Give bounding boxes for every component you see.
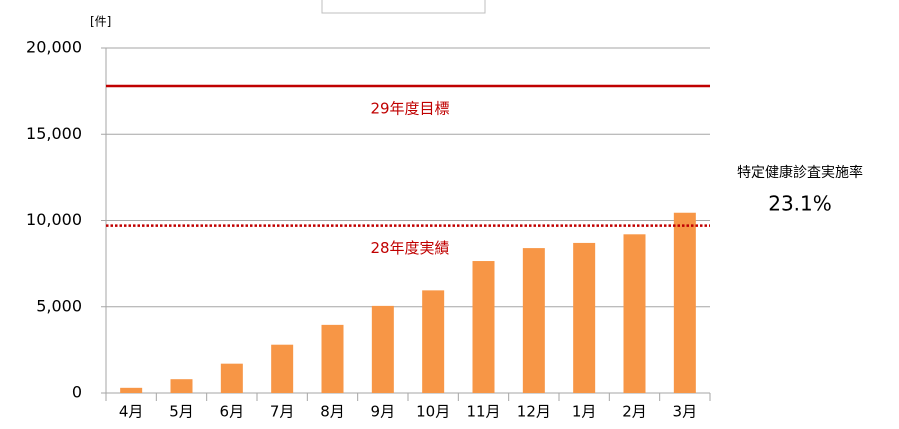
y-tick-label: 10,000 [26,210,82,229]
x-tick-label: 7月 [270,403,295,421]
bar [573,242,596,393]
x-tick-label: 10月 [416,403,450,421]
y-tick-label: 0 [72,383,82,402]
bar [673,212,696,393]
x-tick-label: 12月 [517,403,551,421]
y-tick-label: 20,000 [26,38,82,57]
reference-label: 29年度目標 [370,99,449,117]
x-tick-label: 4月 [119,403,144,421]
bar [623,234,646,393]
bar [120,387,143,393]
x-tick-label: 1月 [572,403,597,421]
bar [422,290,445,393]
x-tick-label: 5月 [169,403,194,421]
x-tick-label: 9月 [371,403,396,421]
x-tick-label: 3月 [673,403,698,421]
x-tick-label: 8月 [320,403,345,421]
bar [321,324,344,393]
x-tick-label: 6月 [220,403,245,421]
y-tick-label: 5,000 [36,296,82,315]
bar [271,344,294,393]
bar [472,261,495,393]
side-note-value: 23.1% [768,192,832,216]
bar [522,248,545,393]
x-tick-label: 11月 [466,403,500,421]
x-tick-label: 2月 [622,403,647,421]
side-note-title: 特定健康診査実施率 [737,164,863,181]
reference-label: 28年度実績 [370,239,449,257]
bar [371,305,394,393]
bar [170,379,193,393]
y-tick-label: 15,000 [26,124,82,143]
bar [220,363,243,393]
unit-label: [件] [90,15,111,29]
title-box [321,0,486,14]
